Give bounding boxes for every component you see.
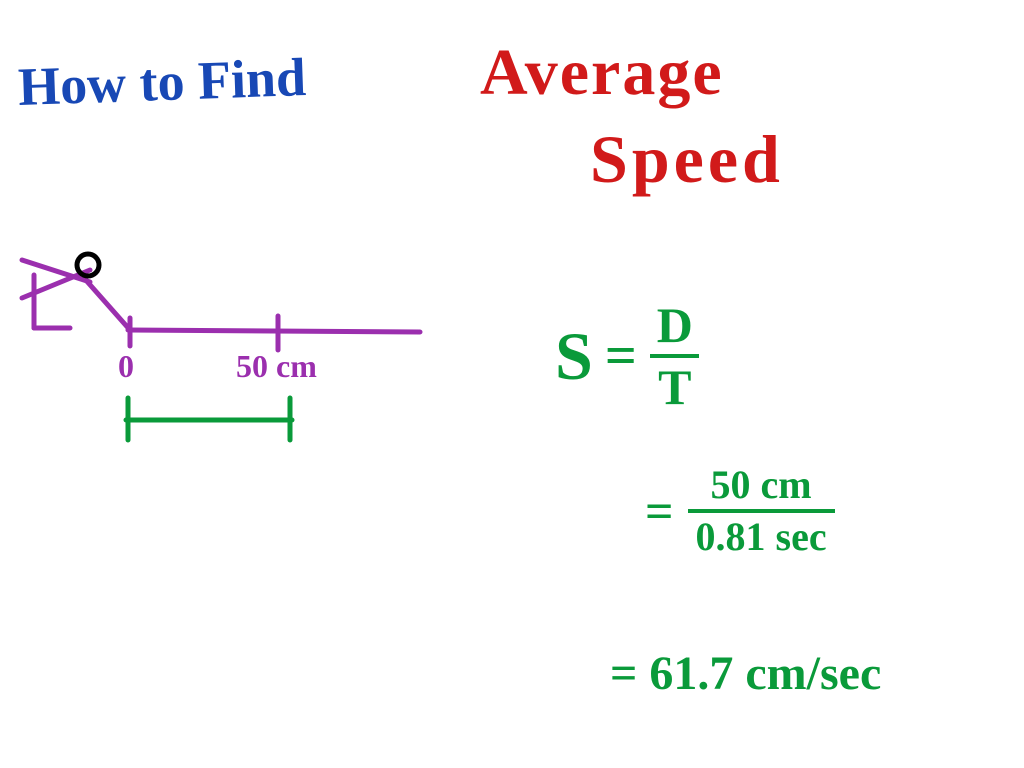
fraction-den-081sec: 0.81 sec	[688, 509, 835, 557]
symbol-equals-1: =	[605, 328, 637, 384]
symbol-s: S	[555, 322, 593, 390]
formula-s-equals-d-over-t: S = D T	[555, 300, 701, 412]
fraction-num-50cm: 50 cm	[703, 465, 820, 509]
tick-label-zero: 0	[118, 350, 134, 382]
tick-label-fifty: 50 cm	[236, 350, 317, 382]
fraction-den-t: T	[650, 354, 699, 412]
formula-substitution: = 50 cm 0.81 sec	[645, 465, 835, 557]
formula-result: = 61.7 cm/sec	[610, 650, 881, 698]
fraction-num-d: D	[649, 300, 701, 354]
whiteboard-canvas: How to Find Average Speed	[0, 0, 1024, 768]
symbol-equals-2: =	[645, 486, 674, 536]
